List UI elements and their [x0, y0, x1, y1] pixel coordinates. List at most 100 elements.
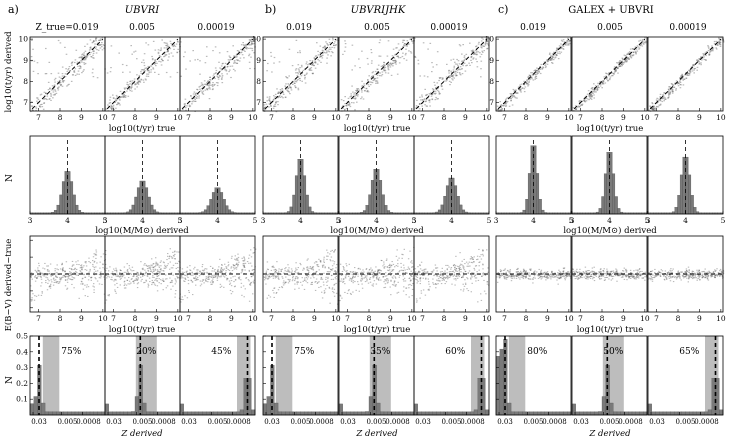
- age-point: [619, 60, 621, 62]
- ext-point: [232, 276, 234, 278]
- age-point: [240, 44, 243, 46]
- ext-point: [66, 287, 69, 289]
- z-hist-bar: [529, 411, 534, 416]
- ext-point: [588, 270, 590, 272]
- ext-point: [187, 279, 190, 281]
- age-point: [364, 90, 366, 92]
- age-point: [47, 89, 50, 91]
- age-point: [159, 56, 162, 58]
- ext-point: [56, 268, 58, 270]
- ext-point: [373, 274, 376, 276]
- ext-point: [37, 269, 39, 271]
- age-point: [475, 52, 478, 54]
- age-point: [343, 50, 346, 52]
- age-point: [510, 94, 512, 96]
- age-point: [152, 67, 154, 69]
- ext-point: [389, 266, 392, 268]
- age-point: [438, 79, 440, 82]
- age-point: [185, 107, 187, 109]
- age-point: [453, 65, 456, 67]
- ext-point: [332, 278, 335, 280]
- age-point: [82, 58, 84, 61]
- ext-point: [538, 268, 540, 270]
- ext-point: [234, 255, 236, 257]
- ext-point: [89, 262, 92, 264]
- mass-hist-bar: [128, 209, 132, 215]
- ext-point: [114, 274, 117, 276]
- age-point: [421, 105, 423, 107]
- age-point: [180, 75, 182, 77]
- ext-point: [251, 265, 253, 267]
- ext-point: [84, 276, 86, 278]
- age-point: [131, 82, 134, 84]
- age-point: [233, 62, 235, 64]
- age-point: [147, 69, 150, 71]
- age-point: [383, 61, 385, 63]
- ext-point: [539, 275, 541, 277]
- age-point: [459, 45, 462, 47]
- ext-point: [99, 272, 101, 274]
- age-point: [251, 47, 254, 50]
- ext-point: [428, 289, 430, 291]
- ext-point: [120, 277, 122, 279]
- ext-point: [81, 278, 84, 280]
- ext-point: [441, 273, 443, 275]
- age-point: [479, 56, 482, 58]
- age-point: [534, 69, 537, 71]
- age-point: [622, 59, 624, 61]
- ext-xtick-label: 10: [331, 314, 341, 323]
- age-point: [173, 48, 175, 50]
- age-point: [237, 59, 239, 61]
- ext-point: [357, 281, 359, 283]
- ext-point: [140, 271, 142, 273]
- age-point: [81, 53, 84, 55]
- ext-point: [526, 272, 529, 274]
- age-point: [552, 57, 554, 59]
- ext-point: [159, 271, 162, 273]
- age-point: [421, 94, 423, 96]
- ext-point: [372, 272, 374, 274]
- ext-point: [374, 274, 377, 276]
- age-point: [431, 71, 433, 73]
- age-point: [429, 99, 431, 101]
- ext-point: [540, 272, 542, 274]
- ext-point: [389, 265, 391, 267]
- ext-point: [69, 278, 71, 280]
- ext-point: [344, 291, 346, 293]
- age-point: [50, 95, 52, 97]
- age-point: [328, 42, 331, 44]
- age-point: [387, 64, 389, 67]
- age-point: [316, 63, 319, 65]
- age-point: [437, 90, 440, 92]
- ext-point: [319, 274, 322, 276]
- age-point: [361, 86, 363, 88]
- age-point: [35, 109, 37, 111]
- ext-point: [143, 282, 145, 284]
- ext-point: [252, 281, 254, 283]
- mass-hist-bar: [297, 159, 301, 215]
- age-point: [205, 55, 208, 57]
- ext-point: [366, 280, 368, 282]
- ext-point: [84, 261, 86, 263]
- ext-point: [377, 270, 379, 272]
- age-point: [214, 77, 216, 80]
- age-point: [348, 104, 351, 106]
- age-point: [84, 57, 86, 59]
- ext-point: [308, 270, 310, 272]
- age-point: [82, 70, 84, 72]
- z-hist-bar: [127, 411, 132, 416]
- ext-point: [216, 276, 219, 278]
- age-point: [387, 66, 389, 68]
- ext-point: [323, 292, 326, 294]
- age-point: [592, 89, 594, 91]
- age-point: [344, 40, 346, 42]
- ext-point: [330, 268, 332, 270]
- age-point: [136, 58, 138, 60]
- ext-point: [187, 276, 189, 278]
- age-point: [280, 90, 282, 92]
- age-point: [433, 92, 435, 94]
- mass-hist-bar: [525, 199, 529, 215]
- age-point: [592, 91, 595, 93]
- z-xtick-label: 0.03: [415, 418, 431, 426]
- z-ytick-label: 0.5: [16, 332, 28, 341]
